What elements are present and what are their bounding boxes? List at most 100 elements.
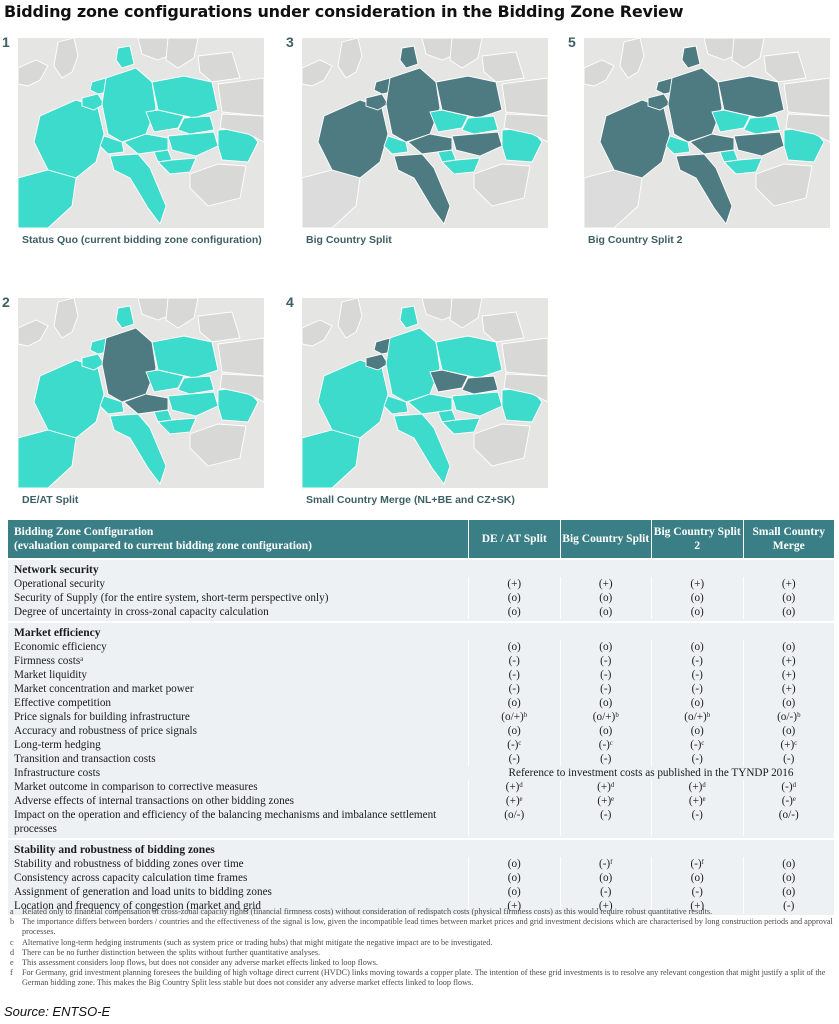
- row-value: (-): [468, 752, 560, 766]
- country-shape-se: [165, 38, 199, 69]
- column-header: Big Country Split: [559, 520, 652, 558]
- row-value: (-): [742, 752, 835, 766]
- row-value: (o): [468, 640, 560, 654]
- country-shape-fr: [317, 359, 389, 439]
- country-shape-se: [449, 298, 483, 329]
- country-shape-land_w: [18, 319, 49, 347]
- row-value: (o): [651, 591, 743, 605]
- country-shape-cz: [145, 369, 185, 393]
- row-value: (-): [742, 899, 835, 913]
- country-shape-by: [217, 337, 264, 377]
- country-shape-nl: [655, 77, 675, 95]
- table-row: Effective competition (o) (o) (o) (o): [8, 696, 834, 710]
- footnote-key: c: [10, 937, 14, 947]
- row-label: Market liquidity: [14, 669, 88, 681]
- footnote-text: For Germany, grid investment planning fo…: [22, 968, 826, 988]
- row-value: (o): [468, 605, 560, 619]
- country-shape-hu: [451, 131, 503, 157]
- row-label: Market concentration and market power: [14, 683, 194, 695]
- table-row: Market liquidity (-) (-) (-) (+): [8, 668, 834, 682]
- country-shape-cz: [711, 109, 751, 133]
- header-label: Bidding Zone Configuration (evaluation c…: [8, 520, 468, 558]
- country-shape-it: [109, 153, 167, 225]
- row-value: (-)ᵈ: [742, 780, 835, 794]
- map-number: 2: [2, 294, 10, 310]
- country-shape-cz: [429, 109, 469, 133]
- table-row: Economic efficiency (o) (o) (o) (o): [8, 640, 834, 654]
- europe-map: [18, 38, 264, 228]
- map-number: 1: [2, 34, 10, 50]
- section-title: Stability and robustness of bidding zone…: [14, 844, 215, 856]
- row-label: Infrastructure costs: [14, 767, 101, 779]
- country-shape-cz: [429, 369, 469, 393]
- row-value: (o): [651, 605, 743, 619]
- country-shape-ua: [503, 113, 548, 143]
- table-row: Assignment of generation and load units …: [8, 885, 834, 899]
- row-label: Location and frequency of congestion (ma…: [14, 900, 261, 912]
- country-shape-at: [123, 133, 169, 155]
- row-value: (+): [651, 577, 743, 591]
- country-shape-bal: [473, 163, 531, 207]
- country-shape-uk: [337, 38, 363, 79]
- country-shape-nl: [373, 77, 393, 95]
- country-shape-fr: [33, 99, 105, 179]
- country-shape-de: [667, 67, 723, 143]
- table-row: Price signals for building infrastructur…: [8, 710, 834, 724]
- column-header: Small Country Merge: [742, 520, 835, 558]
- row-value: (-): [559, 885, 652, 899]
- country-shape-cz: [145, 109, 185, 133]
- country-shape-by: [217, 77, 264, 117]
- row-value: (-)ᶜ: [651, 738, 743, 752]
- footnote: c Alternative long-term hedging instrumen…: [10, 938, 836, 948]
- country-shape-ua: [219, 113, 264, 143]
- country-shape-hr: [723, 157, 763, 175]
- row-value: (-): [559, 654, 652, 668]
- country-shape-hu: [451, 391, 503, 417]
- row-value: (+): [742, 668, 835, 682]
- country-shape-hr: [441, 157, 481, 175]
- row-value: (+)ᵉ: [559, 794, 652, 808]
- header-label-line-1: Bidding Zone Configuration: [14, 526, 154, 538]
- footnote: d There can be no further distinction bet…: [10, 948, 836, 958]
- country-shape-bal: [189, 423, 247, 467]
- country-shape-uk: [53, 38, 79, 79]
- country-shape-balt: [481, 51, 525, 83]
- row-value: (o/+)ᵇ: [651, 710, 743, 724]
- country-shape-de: [385, 327, 441, 403]
- europe-map: [302, 298, 548, 488]
- column-header: Big Country Split 2: [651, 520, 743, 558]
- row-value: (o): [559, 591, 652, 605]
- country-shape-sk: [461, 115, 499, 135]
- row-value: (-): [559, 682, 652, 696]
- country-shape-es: [18, 169, 77, 228]
- country-shape-it: [109, 413, 167, 485]
- country-shape-land_w: [302, 319, 333, 347]
- country-shape-uk: [53, 298, 79, 339]
- row-value: (+)ᵉ: [468, 794, 560, 808]
- footnote: f For Germany, grid investment planning f…: [10, 968, 836, 988]
- country-shape-nl: [89, 337, 109, 355]
- table-row: Transition and transaction costs (-) (-) (-…: [8, 752, 834, 766]
- row-value: (o/-): [468, 808, 560, 836]
- row-value: (+): [742, 577, 835, 591]
- row-value: (+)ᵈ: [651, 780, 743, 794]
- table-row: Adverse effects of internal transactions…: [8, 794, 834, 808]
- row-label: Consistency across capacity calculation …: [14, 872, 248, 884]
- country-shape-at: [689, 133, 735, 155]
- table-row: Consistency across capacity calculation …: [8, 871, 834, 885]
- footnote-text: There can be no further distinction betw…: [22, 947, 321, 957]
- country-shape-se: [731, 38, 765, 69]
- row-value: (o): [742, 724, 835, 738]
- country-shape-sk: [743, 115, 781, 135]
- row-value: (o): [742, 696, 835, 710]
- row-value: (-): [651, 654, 743, 668]
- map-number: 5: [568, 34, 576, 50]
- country-shape-at: [407, 393, 453, 415]
- row-value: (o): [468, 591, 560, 605]
- country-shape-be: [81, 353, 105, 371]
- table-row: Market concentration and market power (-)…: [8, 682, 834, 696]
- row-value: (o): [651, 724, 743, 738]
- country-shape-es: [302, 429, 361, 488]
- row-value: (o/-)ᵇ: [742, 710, 835, 724]
- source-credit: Source: ENTSO-E: [4, 1004, 111, 1019]
